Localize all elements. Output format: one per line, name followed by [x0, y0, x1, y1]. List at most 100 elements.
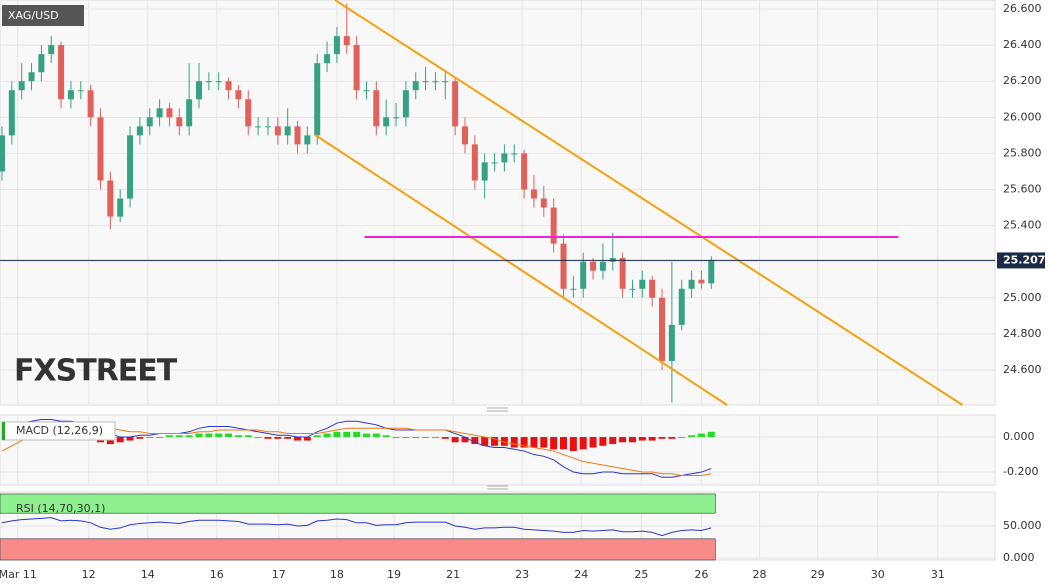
candle-body — [304, 135, 311, 145]
macd-histogram-bar — [106, 437, 114, 445]
macd-histogram-bar — [323, 433, 331, 438]
candle-body — [127, 135, 134, 199]
macd-histogram-bar — [205, 433, 213, 438]
y-tick-label: 0.000 — [1003, 430, 1035, 443]
candle-body — [452, 81, 459, 127]
y-tick-label: 25.800 — [1003, 146, 1042, 159]
candle-body — [205, 81, 212, 83]
price-panel — [0, 0, 996, 406]
macd-histogram-bar — [471, 437, 479, 445]
candle-body — [284, 126, 291, 136]
y-tick-label: 0.000 — [1003, 551, 1035, 564]
macd-histogram-bar — [520, 437, 528, 448]
rsi-band — [0, 538, 716, 561]
macd-histogram-bar — [431, 437, 439, 439]
macd-histogram-bar — [156, 437, 164, 439]
macd-histogram-bar — [215, 433, 223, 438]
macd-histogram-bar — [402, 437, 410, 439]
y-tick-label: 25.600 — [1003, 183, 1042, 196]
x-tick-label: 14 — [141, 568, 155, 581]
macd-histogram-bar — [628, 437, 636, 443]
rsi-band — [0, 493, 716, 514]
candle-body — [619, 258, 626, 289]
candle-body — [8, 90, 15, 136]
panel-label: RSI (14,70,30,1) — [16, 502, 105, 515]
macd-histogram-bar — [353, 431, 361, 438]
candle-body — [48, 45, 55, 55]
candle-body — [402, 90, 409, 118]
candle-body — [107, 180, 114, 217]
x-tick-label: 18 — [330, 568, 344, 581]
macd-histogram-bar — [165, 435, 173, 438]
candle-body — [629, 288, 636, 290]
x-tick-label: 31 — [931, 568, 945, 581]
y-tick-label: 25.400 — [1003, 219, 1042, 232]
candle-body — [639, 279, 646, 289]
macd-histogram-bar — [382, 435, 390, 438]
panel-handles[interactable] — [487, 407, 508, 490]
candle-body — [255, 126, 262, 128]
macd-histogram-bar — [638, 437, 646, 441]
macd-histogram-bar — [530, 437, 538, 448]
candle-body — [333, 36, 340, 55]
macd-histogram-bar — [422, 437, 430, 439]
y-tick-label: 24.800 — [1003, 327, 1042, 340]
x-tick-label: 12 — [82, 568, 96, 581]
macd-histogram-bar — [451, 437, 459, 443]
candle-body — [87, 90, 94, 118]
candle-body — [560, 243, 567, 289]
candle-body — [471, 144, 478, 181]
macd-histogram-bar — [234, 435, 242, 438]
candle-body — [481, 162, 488, 181]
candle-body — [412, 81, 419, 91]
macd-histogram-bar — [461, 437, 469, 443]
macd-histogram-bar — [303, 437, 311, 441]
macd-histogram-bar — [599, 437, 607, 446]
candle-body — [599, 261, 606, 271]
watermark: FXSTREET — [14, 354, 178, 389]
macd-histogram-bar — [126, 437, 134, 441]
candle-body — [136, 126, 143, 136]
y-tick-label: 26.000 — [1003, 110, 1042, 123]
candle-body — [28, 72, 35, 82]
candle-body — [235, 90, 242, 100]
macd-histogram-bar — [185, 435, 193, 438]
last-price-box — [997, 252, 1045, 269]
macd-panel — [0, 414, 996, 486]
candle-body — [186, 99, 193, 127]
candle-body — [609, 258, 616, 262]
macd-histogram-bar — [441, 437, 449, 439]
macd-histogram-bar — [372, 433, 380, 438]
macd-histogram-bar — [136, 437, 144, 439]
candle-body — [67, 90, 74, 100]
candle-body — [58, 45, 65, 100]
macd-histogram-bar — [195, 433, 203, 438]
candle-body — [373, 90, 380, 127]
y-tick-label: 26.600 — [1003, 2, 1042, 15]
x-tick-label: 29 — [811, 568, 825, 581]
macd-histogram-bar — [491, 437, 499, 446]
macd-histogram-bar — [678, 437, 686, 439]
macd-histogram-bar — [510, 437, 518, 448]
candle-body — [18, 81, 25, 91]
macd-histogram-bar — [648, 437, 656, 441]
macd-histogram-bar — [688, 435, 696, 438]
candle-body — [383, 117, 390, 127]
candle-body — [196, 81, 202, 100]
symbol-box — [2, 5, 84, 26]
candle-body — [590, 261, 597, 271]
x-tick-label: 17 — [272, 568, 286, 581]
candle-body — [343, 36, 350, 46]
candle-body — [225, 81, 232, 91]
x-tick-label: 26 — [694, 568, 708, 581]
candle-body — [521, 153, 528, 190]
trendline — [314, 134, 728, 406]
candle-body — [363, 90, 370, 92]
candle-body — [678, 288, 685, 325]
candle-body — [461, 126, 468, 145]
candle-body — [245, 99, 252, 127]
candle-body — [166, 108, 173, 118]
candle-body — [668, 324, 675, 361]
candle-body — [77, 90, 84, 92]
